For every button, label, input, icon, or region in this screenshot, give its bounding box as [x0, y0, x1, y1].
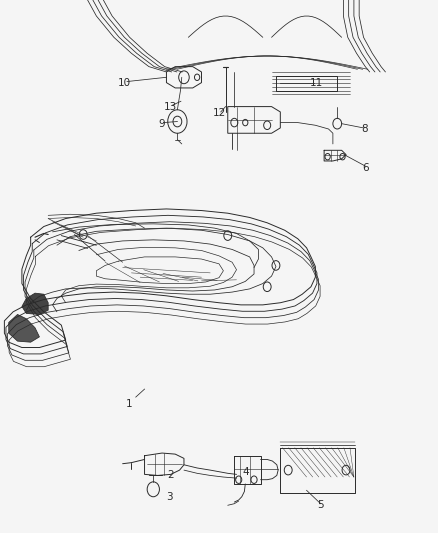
Bar [276, 76, 337, 91]
Text: 13: 13 [163, 102, 177, 111]
Text: 1: 1 [126, 399, 133, 409]
Text: 4: 4 [243, 467, 250, 477]
Text: 9: 9 [159, 119, 166, 128]
Text: 2: 2 [167, 471, 174, 480]
Text: 12: 12 [213, 108, 226, 118]
Text: 3: 3 [166, 492, 173, 502]
Text: 11: 11 [310, 78, 323, 87]
Text: 6: 6 [362, 163, 369, 173]
Polygon shape [9, 314, 39, 342]
Text: 8: 8 [361, 124, 368, 134]
Text: 5: 5 [317, 500, 324, 510]
Polygon shape [22, 293, 48, 314]
Text: 10: 10 [117, 78, 131, 87]
